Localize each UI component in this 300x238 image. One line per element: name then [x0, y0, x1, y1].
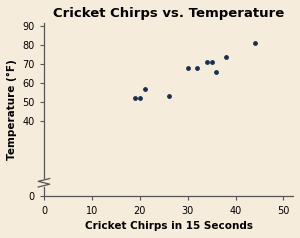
Point: [204, 60, 209, 64]
Point: [224, 55, 228, 59]
Point: [185, 66, 190, 70]
Y-axis label: Temperature (°F): Temperature (°F): [7, 59, 17, 160]
Title: Cricket Chirps vs. Temperature: Cricket Chirps vs. Temperature: [53, 7, 284, 20]
Point: [166, 94, 171, 98]
Point: [214, 70, 219, 74]
Point: [252, 41, 257, 45]
Point: [133, 96, 137, 100]
X-axis label: Cricket Chirps in 15 Seconds: Cricket Chirps in 15 Seconds: [85, 221, 253, 231]
Point: [137, 96, 142, 100]
Point: [142, 87, 147, 91]
Point: [195, 66, 200, 70]
Point: [209, 60, 214, 64]
